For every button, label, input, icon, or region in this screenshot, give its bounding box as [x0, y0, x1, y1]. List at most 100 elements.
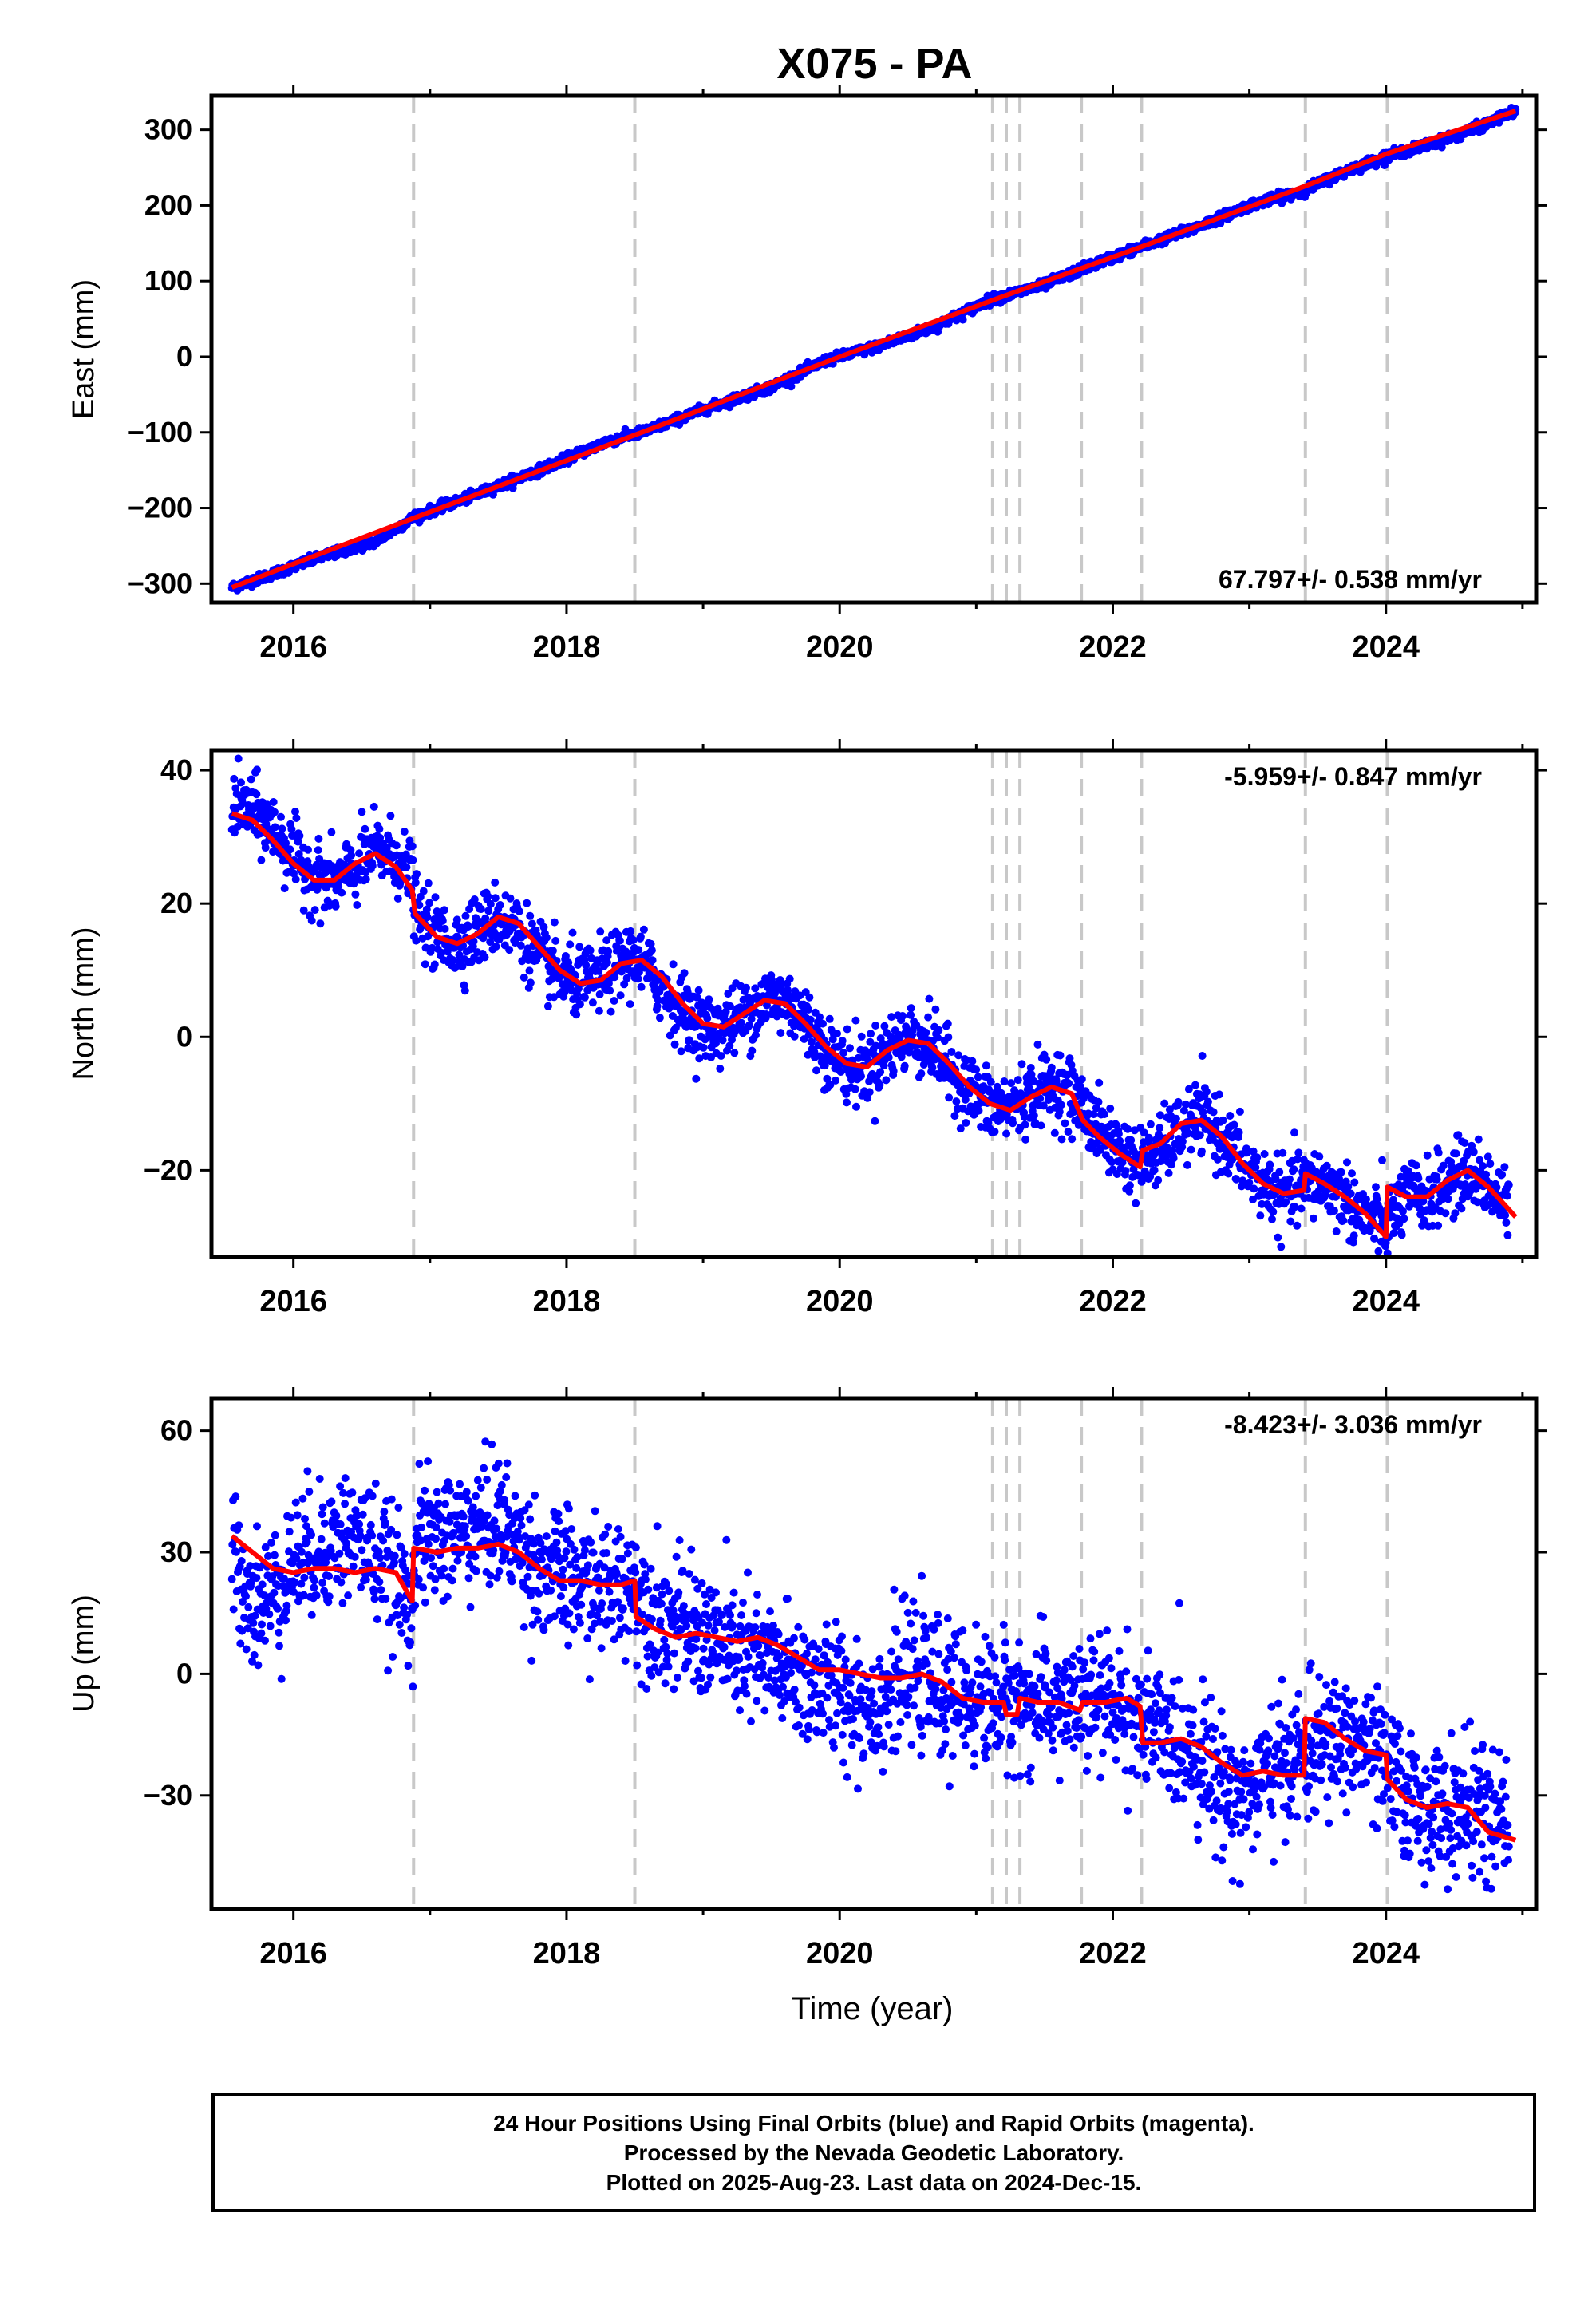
data-point: [1076, 1082, 1084, 1091]
model-line: [231, 811, 1518, 1239]
data-point: [331, 902, 340, 911]
data-point: [962, 1119, 970, 1127]
data-point: [1179, 1106, 1188, 1115]
x-tick-label: 2022: [1079, 630, 1147, 664]
data-point: [258, 1620, 266, 1629]
data-point: [430, 960, 439, 969]
data-point: [604, 947, 613, 955]
data-point: [1414, 1174, 1423, 1183]
data-point: [580, 993, 589, 1002]
data-point: [629, 936, 638, 944]
data-point: [575, 1000, 584, 1009]
data-point: [551, 936, 560, 945]
data-point: [1036, 1094, 1045, 1103]
data-point: [461, 911, 470, 920]
data-point: [254, 1661, 263, 1670]
data-point: [1000, 1077, 1009, 1085]
data-point: [1021, 1120, 1029, 1129]
data-point: [931, 1005, 940, 1014]
data-point: [1047, 1063, 1056, 1072]
data-point: [647, 946, 656, 954]
rate-label: -5.959+/- 0.847 mm/yr: [1224, 762, 1482, 791]
data-point: [574, 984, 583, 993]
data-point: [1394, 1180, 1403, 1189]
data-point: [819, 1019, 827, 1028]
data-point: [1451, 1209, 1460, 1218]
data-point: [596, 927, 605, 936]
data-point: [1250, 1184, 1258, 1193]
data-point: [1271, 1175, 1280, 1184]
data-point: [703, 1014, 712, 1022]
data-point: [568, 928, 577, 937]
data-point: [956, 1124, 965, 1133]
data-point: [1297, 1204, 1306, 1213]
data-point: [1253, 1153, 1262, 1162]
data-point: [419, 887, 428, 895]
data-point: [1441, 1209, 1450, 1218]
data-point: [816, 1013, 824, 1022]
data-point: [527, 919, 536, 928]
data-point: [1344, 1182, 1353, 1191]
data-point: [1009, 1119, 1017, 1128]
data-point: [899, 1012, 907, 1020]
data-point: [242, 1645, 251, 1654]
data-point: [526, 911, 535, 920]
model-line: [231, 109, 1517, 590]
data-point: [1452, 1149, 1460, 1158]
data-point: [280, 884, 289, 893]
data-point: [725, 1041, 734, 1050]
data-point: [1178, 1137, 1187, 1146]
data-point: [548, 947, 557, 955]
y-tick-label: 20: [160, 887, 192, 919]
data-point: [1132, 1199, 1140, 1207]
data-point: [416, 892, 425, 901]
data-point: [458, 962, 467, 970]
data-point: [887, 1013, 896, 1022]
data-point: [1468, 1141, 1476, 1150]
data-point: [646, 939, 655, 948]
data-point: [1498, 1170, 1507, 1179]
data-point: [742, 983, 750, 992]
data-point: [1349, 1231, 1358, 1240]
data-point: [1007, 1079, 1016, 1088]
data-point: [1503, 1231, 1512, 1239]
y-tick-label: 0: [176, 1020, 192, 1053]
x-tick-label: 2024: [1352, 1285, 1420, 1318]
data-point: [1226, 1112, 1235, 1120]
data-point: [1057, 1101, 1065, 1109]
data-point: [1219, 1116, 1227, 1124]
data-point: [701, 1035, 709, 1044]
rate-label: 67.797+/- 0.538 mm/yr: [1219, 565, 1482, 594]
data-point: [990, 1128, 999, 1136]
data-point: [832, 1076, 839, 1085]
data-point: [1419, 1197, 1428, 1206]
data-point: [1037, 1121, 1045, 1130]
data-point: [1056, 1051, 1065, 1060]
data-point: [572, 1010, 581, 1019]
y-tick-label: −200: [128, 492, 192, 524]
data-point: [575, 943, 584, 951]
x-tick-label: 2022: [1079, 1285, 1147, 1318]
y-axis-label: East (mm): [67, 279, 101, 419]
data-point: [1118, 1158, 1127, 1167]
data-point: [1114, 1129, 1123, 1138]
data-point: [745, 1021, 753, 1030]
data-point: [347, 851, 356, 860]
data-point: [1277, 1243, 1286, 1251]
data-point: [350, 879, 358, 888]
data-point: [1183, 1160, 1191, 1169]
data-point: [525, 966, 534, 975]
data-point: [484, 907, 493, 915]
data-point: [421, 960, 429, 969]
data-point: [1187, 1145, 1195, 1154]
data-point: [253, 1522, 261, 1531]
x-tick-label: 2020: [806, 630, 874, 664]
data-point: [314, 834, 323, 843]
data-point: [375, 824, 384, 833]
data-point: [278, 824, 286, 833]
data-point: [1286, 1217, 1295, 1226]
data-point: [431, 893, 440, 902]
data-point: [232, 1547, 240, 1556]
